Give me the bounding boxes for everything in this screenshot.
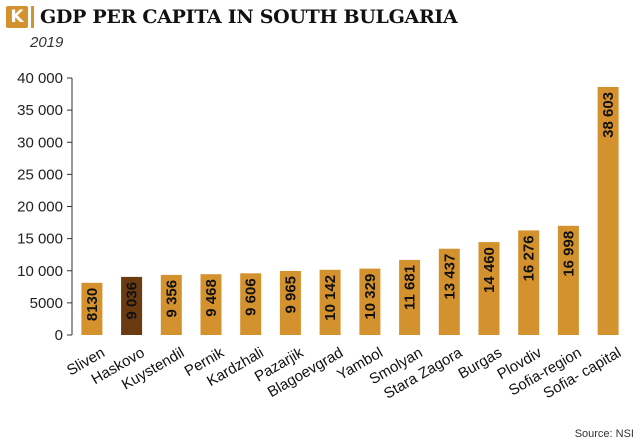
bar-value-label: 9 036 [124,282,141,320]
chart-header: K GDP PER CAPITA IN SOUTH BULGARIA [6,4,458,30]
bar-haskovo [121,276,143,335]
x-axis: SlivenHaskovoKuystendilPernikKardzhaliPa… [64,344,624,403]
bar-value-label: 38 603 [600,92,617,138]
y-axis: 0 5000 10 000 15 000 20 000 25 000 30 000 35 00… [17,70,73,344]
bar-value-label: 16 276 [521,235,538,281]
chart-subtitle: 2019 [30,34,64,51]
bar-value-label: 9 468 [203,279,220,317]
bar-sofia-capital [597,87,619,335]
bar-value-label: 10 329 [362,274,379,320]
x-tick-label: Burgas [455,344,505,382]
bar-yambol [359,268,381,335]
bar-burgas [478,242,500,335]
y-tick-label: 40 000 [17,70,63,87]
bar-blagoevgrad [319,269,341,335]
logo-divider [31,6,34,28]
bar-value-label: 8130 [84,288,101,321]
bar-value-label: 9 965 [282,276,299,314]
y-tick-label: 25 000 [17,166,63,183]
bar-pazarjik [279,271,301,335]
y-tick-label: 0 [55,327,63,344]
bar-kardzhali [240,273,262,335]
y-tick-label: 35 000 [17,102,63,119]
bar-stara-zagora [438,248,460,335]
bar-value-label: 10 142 [322,275,339,321]
y-tick-label: 5000 [30,295,63,312]
y-tick-label: 15 000 [17,231,63,248]
bar-value-label: 11 681 [402,265,419,310]
y-tick-label: 10 000 [17,263,63,280]
bar-value-label: 9 356 [163,280,180,318]
bar-kuystendil [160,274,182,335]
bar-plovdiv [518,230,540,335]
value-labels: 8130 9 036 9 356 9 468 9 606 9 965 10 142 10 32… [84,92,617,321]
bar-sofia-region [557,225,579,335]
source-note: Source: NSI [574,428,634,440]
y-tick-label: 30 000 [17,134,63,151]
chart-title: GDP PER CAPITA IN SOUTH BULGARIA [40,6,458,28]
bar-sliven [81,282,103,335]
bar-smolyan [399,259,421,335]
bars [81,87,619,335]
bar-value-label: 14 460 [481,247,498,293]
y-tick-label: 20 000 [17,199,63,216]
logo-icon: K [6,6,28,28]
bar-value-label: 9 606 [243,278,260,316]
bar-value-label: 13 437 [441,254,458,300]
bar-value-label: 16 998 [560,231,577,277]
bar-pernik [200,274,222,335]
